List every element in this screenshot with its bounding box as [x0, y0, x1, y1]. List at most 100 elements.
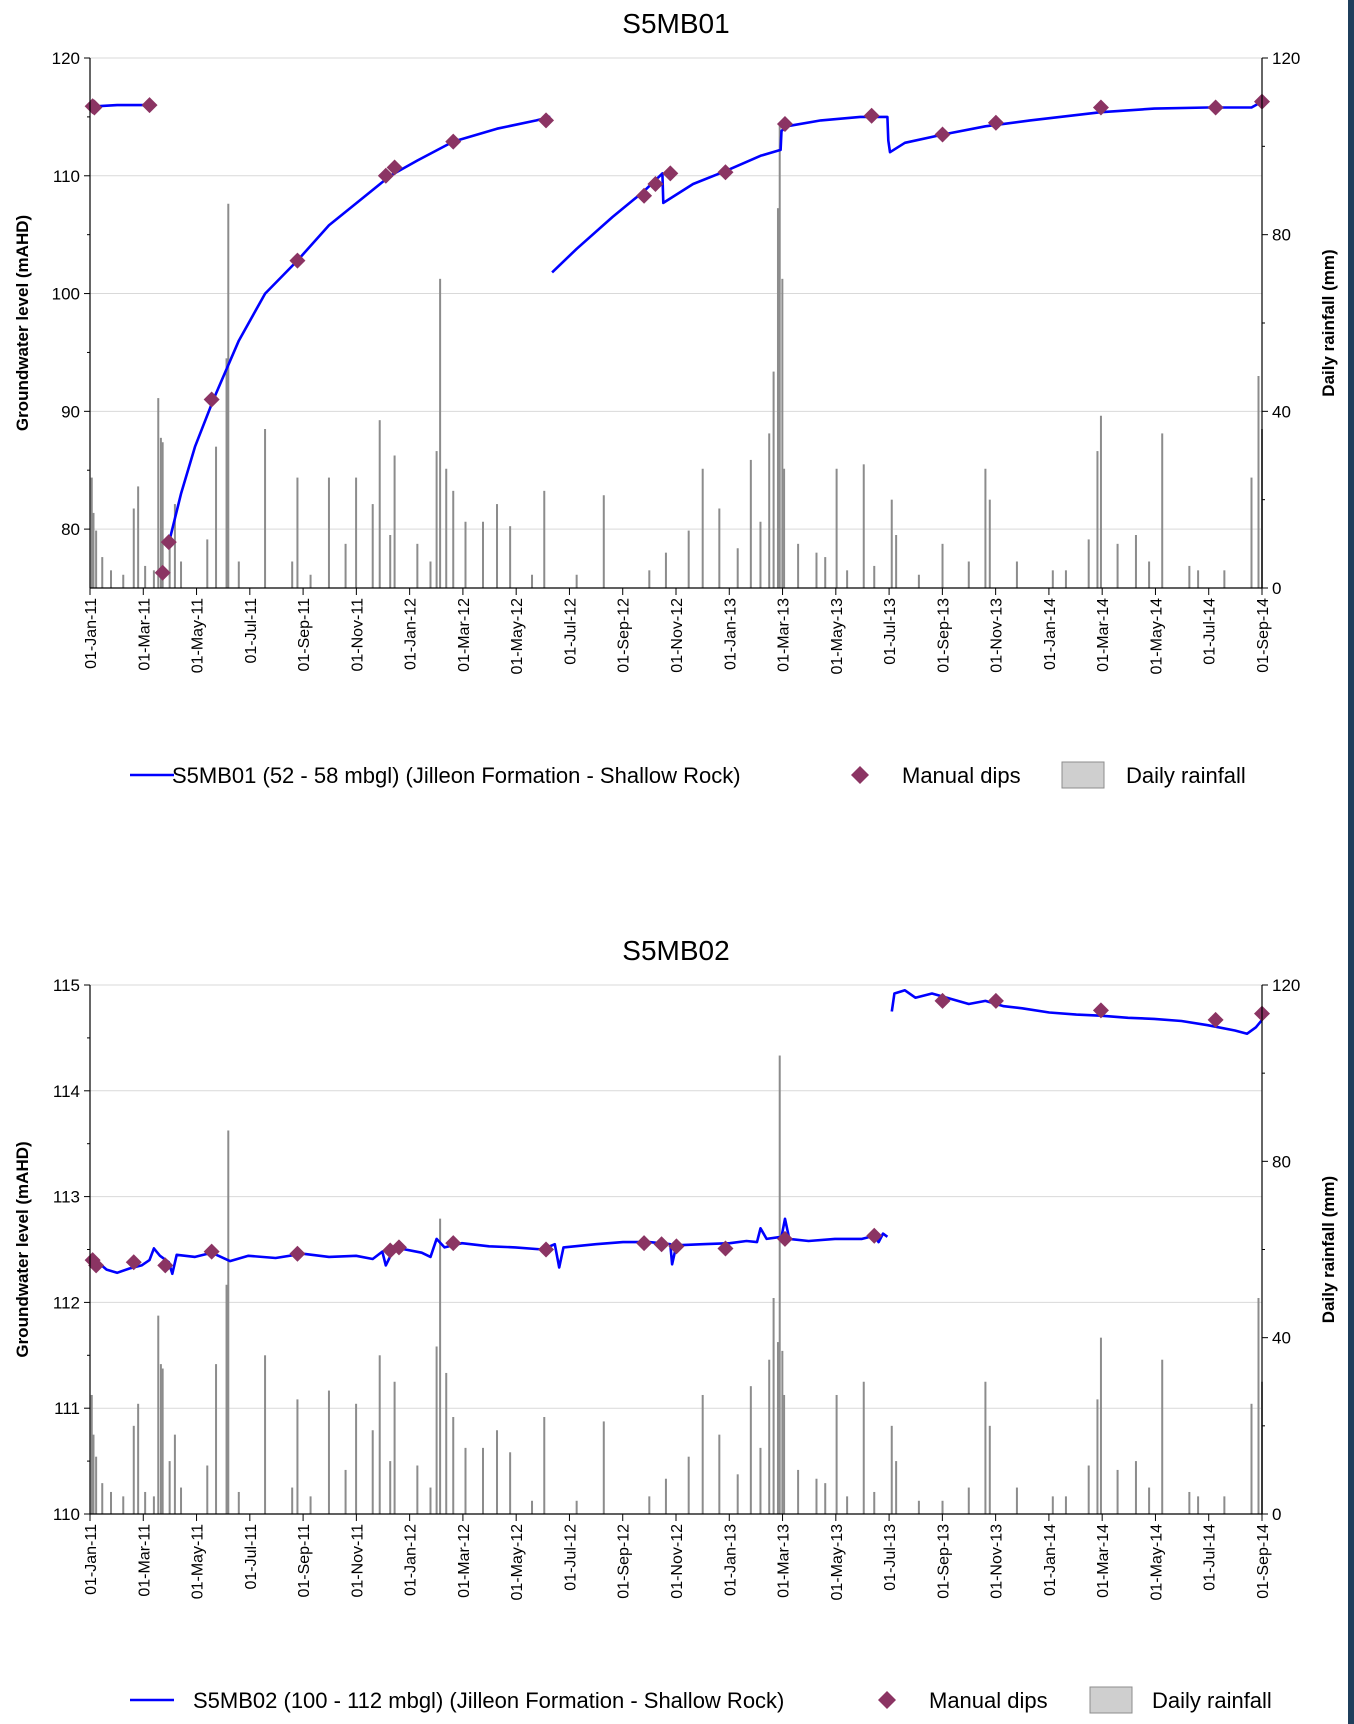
rainfall-bar — [464, 521, 467, 588]
rainfall-bar — [1250, 477, 1253, 588]
rainfall-bar — [602, 495, 605, 588]
x-tick-label: 01-Sep-13 — [935, 1524, 952, 1599]
x-tick-label: 01-Jul-12 — [562, 1524, 579, 1591]
rainfall-bar — [1116, 543, 1119, 588]
manual-dip-marker — [636, 1235, 653, 1252]
rainfall-bar — [890, 499, 893, 588]
rainfall-bar — [92, 1434, 95, 1514]
manual-dip-marker — [141, 97, 158, 114]
rainfall-bar — [439, 1218, 442, 1514]
rainfall-bar — [92, 512, 95, 588]
rainfall-bar — [132, 508, 135, 588]
rainfall-bar — [1096, 1399, 1099, 1514]
rainfall-bar — [180, 1487, 183, 1514]
rainfall-bar — [137, 1403, 140, 1514]
rainfall-bar — [873, 1491, 876, 1514]
rainfall-bar — [378, 420, 381, 588]
manual-dip-marker — [203, 1243, 220, 1260]
x-tick-label: 01-Mar-14 — [1095, 598, 1112, 672]
x-tick-label: 01-Sep-11 — [296, 1524, 313, 1598]
rainfall-bar — [509, 526, 512, 588]
rainfall-bar — [1161, 1359, 1164, 1514]
rainfall-bar — [797, 543, 800, 588]
y2-axis-label: Daily rainfall (mm) — [1319, 249, 1338, 396]
manual-dip-marker — [538, 112, 555, 129]
rainfall-bar — [173, 504, 176, 588]
manual-dip-marker — [717, 1240, 734, 1257]
chart-title: S5MB02 — [622, 935, 729, 966]
rainfall-bar — [1148, 561, 1151, 588]
x-tick-label: 01-May-14 — [1148, 598, 1165, 675]
x-tick-label: 01-Mar-11 — [136, 598, 153, 671]
x-tick-label: 01-May-14 — [1148, 1524, 1165, 1601]
rainfall-bar — [152, 1496, 155, 1514]
y-tick-label: 112 — [53, 1293, 80, 1312]
rainfall-bar — [1197, 1496, 1200, 1514]
rainfall-bar — [797, 1469, 800, 1514]
rainfall-bar — [815, 552, 818, 588]
chart-s5mb02: S5MB02 110 111 112 113 114 115 0 40 80 120 Groundwa… — [13, 935, 1338, 1714]
chart-s5mb01: S5MB01 80 90 100 110 120 0 40 80 120 Groundwater l… — [13, 8, 1338, 789]
x-tick-label: 01-Jul-14 — [1202, 1524, 1219, 1591]
legend-label-dips: Manual dips — [902, 763, 1021, 788]
x-tick-label: 01-May-13 — [829, 598, 846, 675]
rainfall-bar — [575, 574, 578, 588]
page-edge — [1348, 0, 1354, 1724]
rainfall-bar — [101, 557, 104, 588]
rainfall-bar — [736, 548, 739, 588]
manual-dip-marker — [717, 164, 734, 181]
rainfall-bar — [543, 1417, 546, 1514]
rainfall-bar — [309, 1496, 312, 1514]
rainfall-bar — [835, 468, 838, 588]
y-tick-label: 80 — [61, 520, 80, 539]
manual-dip-marker — [88, 1257, 105, 1274]
rainfall-bar — [648, 1496, 651, 1514]
rainfall-bar — [768, 433, 771, 588]
rainfall-bar — [1257, 1297, 1260, 1514]
rainfall-bar — [206, 1465, 209, 1514]
rainfall-bar — [327, 477, 330, 588]
rainfall-bar — [1134, 1461, 1137, 1514]
rainfall-bar — [416, 543, 419, 588]
rainfall-bar — [895, 1461, 898, 1514]
manual-dip-marker — [934, 992, 951, 1009]
x-tick-label: 01-Sep-13 — [935, 598, 952, 673]
rainfall-bar — [781, 278, 784, 588]
y-axis-label: Groundwater level (mAHD) — [13, 1141, 32, 1357]
rainfall-bar — [439, 278, 442, 588]
x-tick-label: 01-May-12 — [509, 598, 526, 675]
rainfall-bar — [701, 468, 704, 588]
rainfall-bar — [967, 1487, 970, 1514]
x-tick-label: 01-Jan-14 — [1042, 1524, 1059, 1596]
rainfall-bar — [157, 398, 160, 588]
manual-dip-marker — [662, 165, 679, 182]
manual-dip-marker — [653, 1236, 670, 1253]
y-axis-label: Groundwater level (mAHD) — [13, 215, 32, 431]
rainfall-bar — [161, 442, 164, 588]
y2-tick-label: 40 — [1272, 402, 1291, 421]
rainfall-bar — [778, 1055, 781, 1514]
rainfall-bar — [101, 1483, 104, 1514]
rainfall-bar — [95, 1456, 98, 1514]
rainfall-bar — [482, 521, 485, 588]
rainfall-bar — [984, 1381, 987, 1514]
rainfall-bar — [173, 1434, 176, 1514]
rainfall-bar — [215, 446, 218, 588]
rainfall-bar — [776, 1342, 779, 1514]
manual-dip-marker — [86, 99, 103, 116]
x-tick-label: 01-Mar-12 — [456, 598, 473, 672]
manual-dip-marker — [987, 992, 1004, 1009]
y-tick-label: 90 — [61, 402, 80, 421]
rainfall-bar — [344, 543, 347, 588]
rainfall-bar — [144, 565, 147, 588]
x-tick-label: 01-Sep-14 — [1255, 1524, 1272, 1599]
manual-dip-marker — [866, 1227, 883, 1244]
rainfall-bar — [393, 455, 396, 588]
rainfall-bar — [1148, 1487, 1151, 1514]
rainfall-bar — [132, 1425, 135, 1514]
x-tick-label: 01-Sep-12 — [616, 598, 633, 673]
rainfall-bar — [206, 539, 209, 588]
x-tick-label: 01-Jul-11 — [243, 1524, 260, 1590]
x-tick-label: 01-Jan-12 — [403, 1524, 420, 1596]
rainfall-bar — [159, 1364, 162, 1514]
